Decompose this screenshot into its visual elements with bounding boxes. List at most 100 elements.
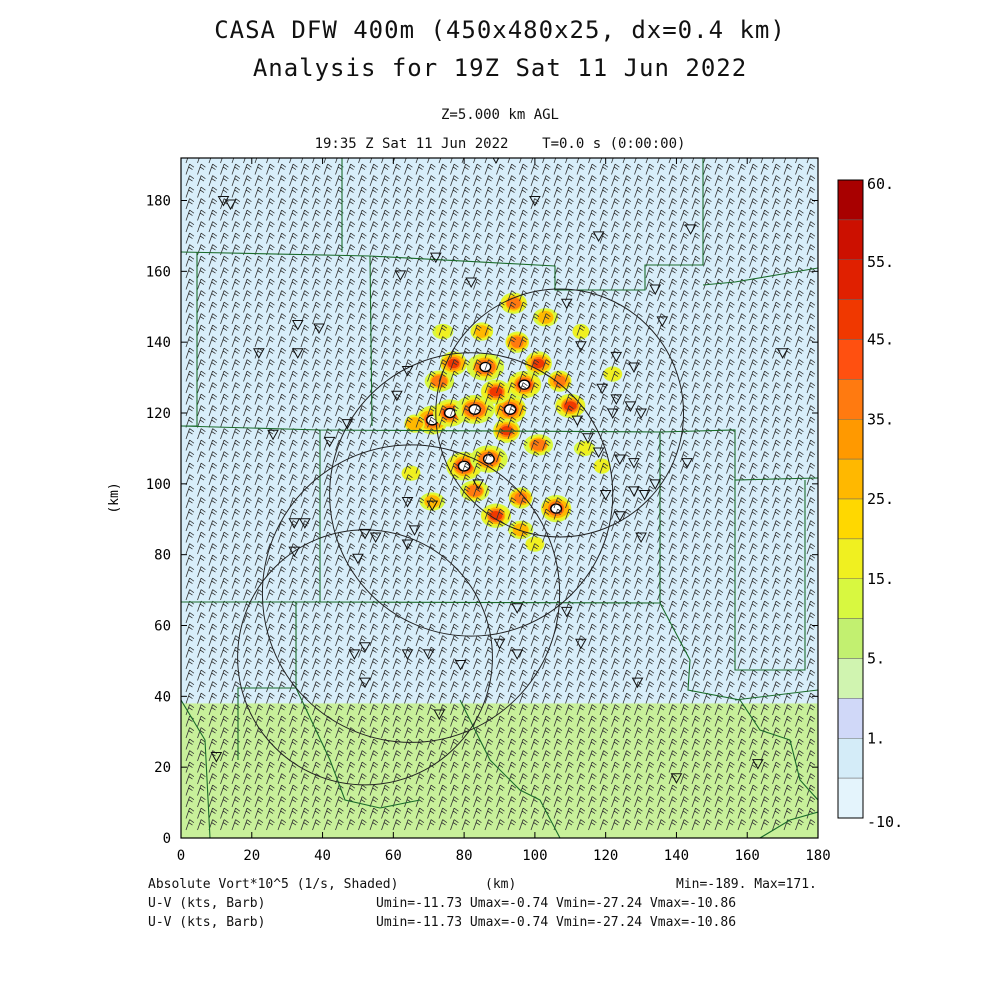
station-marker (635, 532, 647, 543)
vorticity-core (518, 379, 531, 390)
station-marker (628, 458, 640, 469)
station-marker (684, 224, 697, 235)
colorbar-label: -10. (867, 813, 903, 831)
station-marker (610, 351, 623, 363)
station-marker (291, 319, 304, 331)
x-tick-label: 20 (243, 848, 260, 864)
station-marker (613, 454, 626, 466)
station-marker (628, 362, 640, 373)
colorbar-label: 55. (867, 253, 894, 271)
station-marker (472, 479, 485, 490)
station-marker (359, 677, 371, 689)
vorticity-contour (594, 459, 611, 473)
station-marker (359, 642, 371, 653)
station-marker (391, 390, 403, 402)
station-marker (631, 677, 644, 689)
station-marker (571, 415, 584, 427)
vorticity-cell (470, 445, 508, 473)
valid-time-label: 19:35 Z Sat 11 Jun 2022 T=0.0 s (0:00:00… (314, 136, 686, 152)
vorticity-contour (405, 417, 424, 430)
colorbar-label: 45. (867, 331, 894, 349)
county-boundaries (181, 158, 818, 838)
station-marker (291, 348, 304, 359)
x-tick-label: 140 (664, 848, 689, 864)
vorticity-core (550, 503, 563, 514)
background-south (181, 703, 818, 838)
station-marker (529, 196, 541, 207)
station-marker (401, 539, 414, 551)
station-marker (592, 447, 605, 458)
station-marker (253, 348, 265, 359)
vorticity-cell (555, 393, 586, 419)
station-marker (429, 252, 442, 264)
station-marker (288, 518, 301, 529)
colorbar-label: 1. (867, 729, 885, 747)
colorbar-swatch (837, 698, 864, 739)
colorbar-swatch (837, 259, 864, 300)
vorticity-contour (572, 325, 589, 339)
vorticity-contour (510, 336, 524, 348)
x-axis-label: (km) (485, 877, 517, 892)
radar-ring (435, 288, 685, 538)
colorbar-swatch (837, 419, 864, 460)
vorticity-contour (537, 311, 554, 324)
station-marker (560, 606, 573, 618)
x-tick-label: 40 (314, 848, 331, 864)
x-tick-label: 0 (177, 848, 185, 864)
station-marker (401, 497, 414, 508)
colorbar-frame (837, 179, 864, 819)
colorbar-label: 5. (867, 650, 885, 668)
station-marker (210, 752, 223, 763)
station-marker (560, 298, 573, 310)
x-tick-label: 160 (735, 848, 760, 864)
station-marker (599, 489, 612, 501)
vorticity-core (479, 361, 492, 373)
level-label: Z=5.000 km AGL (440, 107, 559, 123)
station-marker (575, 638, 587, 650)
vorticity-cell (404, 414, 425, 433)
vorticity-contour (603, 367, 622, 381)
colorbar-label: 60. (867, 175, 894, 193)
station-marker (628, 486, 640, 497)
vorticity-cell (507, 371, 542, 399)
colorbar-label: 15. (867, 570, 894, 588)
colorbar-swatch (837, 179, 864, 221)
y-tick-label: 100 (146, 477, 171, 493)
station-marker (638, 489, 651, 501)
station-marker (624, 401, 637, 412)
station-markers (210, 158, 789, 784)
colorbar-swatch (837, 299, 864, 340)
vorticity-cell (603, 366, 623, 382)
station-marker (649, 284, 662, 296)
station-marker (408, 525, 421, 536)
wind-stats-1: Umin=-11.73 Umax=-0.74 Vmin=-27.24 Vmax=… (376, 896, 737, 911)
station-marker (348, 649, 361, 660)
vorticity-contour (402, 466, 420, 480)
colorbar-swatch (837, 538, 864, 579)
station-marker (670, 773, 683, 784)
vorticity-contour (563, 401, 577, 411)
x-tick-label: 180 (805, 848, 830, 864)
wind-label-2: U-V (kts, Barb) (148, 915, 266, 930)
minmax-label: Min=-189. Max=171. (676, 877, 817, 892)
station-marker (606, 408, 619, 420)
y-tick-label: 140 (146, 335, 171, 351)
station-marker (341, 419, 354, 430)
colorbar-swatch (837, 458, 864, 500)
station-marker (610, 394, 623, 405)
station-marker (323, 436, 336, 448)
vorticity-contour (514, 492, 528, 504)
station-marker (433, 709, 446, 721)
plot-frame (180, 157, 819, 839)
vorticity-cell (508, 487, 533, 509)
station-marker (299, 518, 311, 529)
vorticity-cell (593, 458, 611, 474)
chart-title: CASA DFW 400m (450x480x25, dx=0.4 km) (214, 16, 786, 44)
y-tick-label: 160 (146, 264, 171, 280)
station-marker (352, 553, 364, 565)
station-marker (454, 659, 467, 671)
station-marker (776, 348, 789, 359)
chart-subtitle: Analysis for 19Z Sat 11 Jun 2022 (252, 54, 748, 82)
colorbar-swatch (837, 738, 864, 779)
